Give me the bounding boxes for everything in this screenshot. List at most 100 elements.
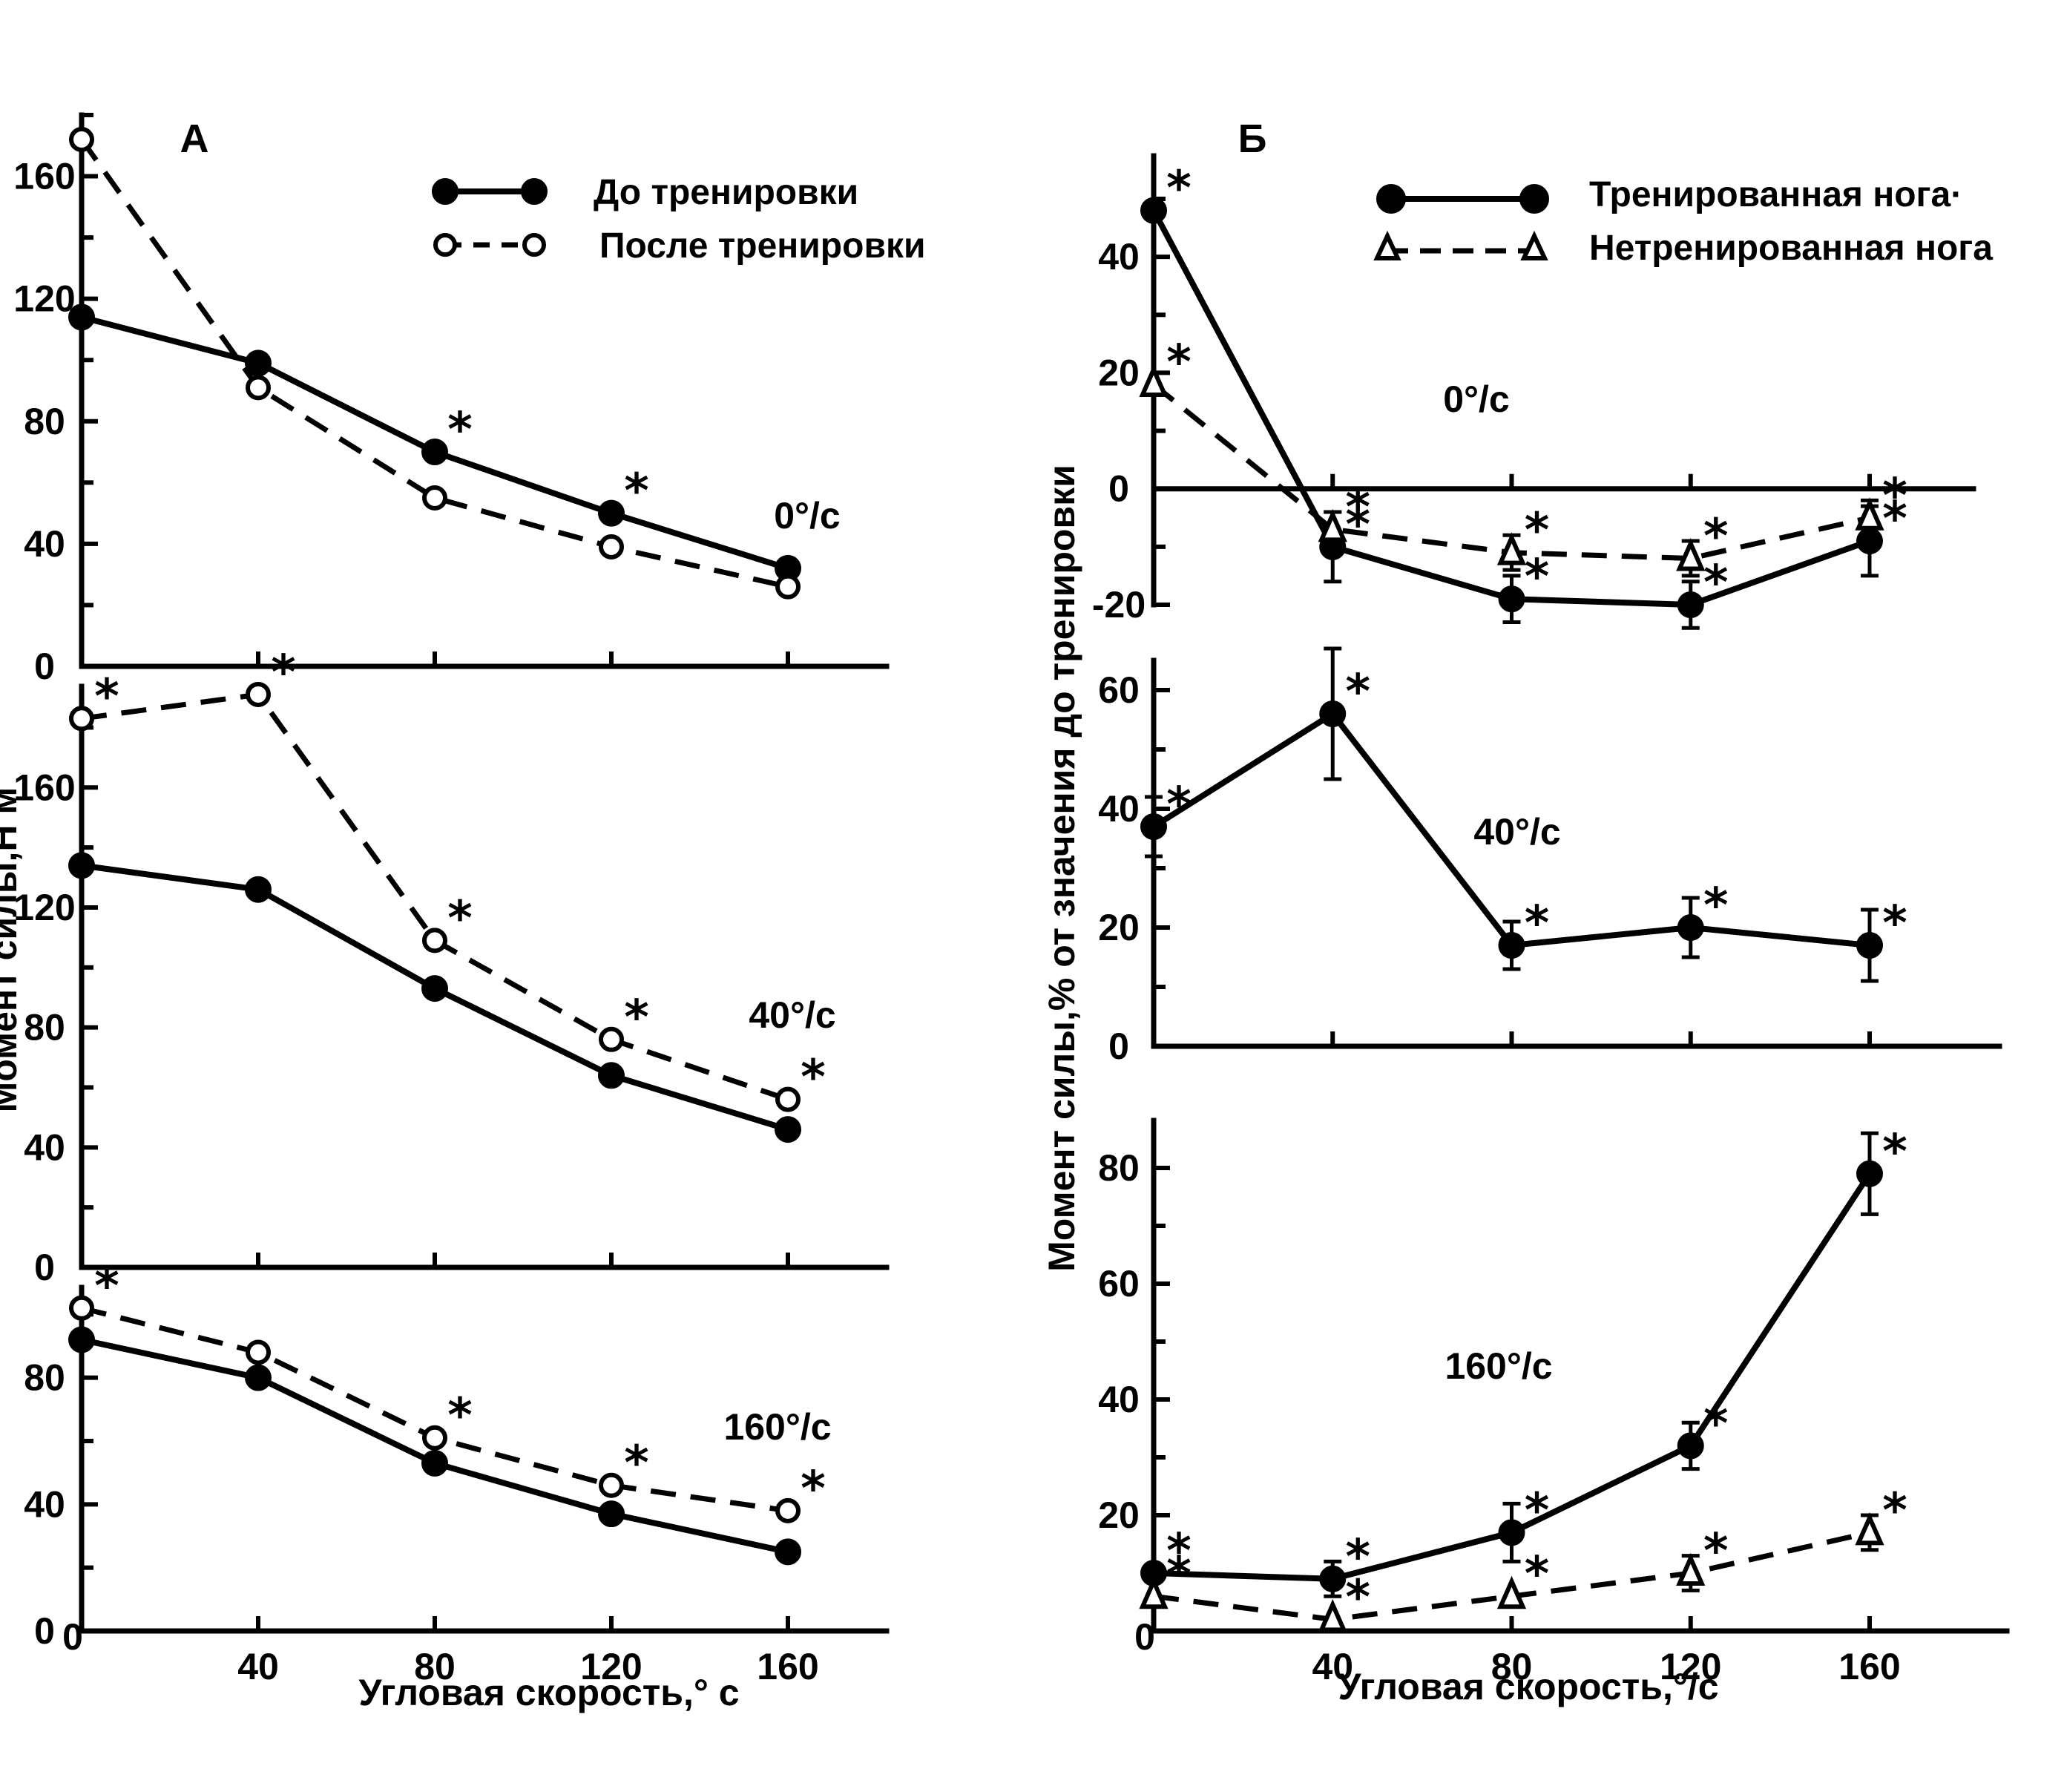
- data-point: [1677, 1432, 1704, 1460]
- data-point: [1498, 932, 1525, 959]
- data-point: [1139, 364, 1169, 398]
- data-point: [1856, 1160, 1883, 1187]
- speed-label: 0°/с: [774, 495, 841, 536]
- data-point: [246, 1339, 271, 1365]
- data-point: [421, 1449, 448, 1477]
- significance-star: *: [1346, 1570, 1370, 1625]
- data-point: [599, 1472, 624, 1498]
- data-point: [775, 1497, 801, 1523]
- y-tick-label: 0: [62, 1616, 83, 1658]
- data-point: [775, 1116, 801, 1143]
- chart-panel: 0 20 40 60 * * * * * 40°/с: [1098, 646, 2002, 1067]
- significance-star: *: [1166, 778, 1191, 833]
- data-point: [69, 1295, 94, 1321]
- y-tick-label: 60: [1098, 1263, 1140, 1304]
- panel-b-ylabel: Момент силы,% от значения до тренировки: [1041, 465, 1082, 1272]
- data-point: [598, 499, 625, 527]
- y-tick-label: 160: [13, 767, 75, 808]
- y-tick-label: 120: [13, 278, 75, 320]
- data-point: [245, 349, 272, 377]
- legend-a-marker-after: [433, 233, 457, 257]
- x-tick-label: 40: [1312, 1646, 1353, 1687]
- chart-panel: 0 40 80 40 80 120 160 0 Угловая скорость,° с * * * *…: [24, 1259, 890, 1713]
- data-point: [68, 1326, 95, 1353]
- legend-b-marker-trained: [1376, 184, 1406, 214]
- y-tick-label: 80: [24, 401, 65, 442]
- legend-a-label-before: До тренировки: [594, 173, 858, 212]
- significance-star: *: [1166, 335, 1191, 390]
- significance-star: *: [447, 403, 472, 458]
- significance-star: *: [1882, 469, 1907, 524]
- data-point: [245, 1364, 272, 1391]
- significance-star: *: [1525, 504, 1549, 559]
- data-point: [1856, 932, 1883, 959]
- significance-star: *: [1703, 509, 1728, 564]
- significance-star: *: [1525, 550, 1549, 605]
- data-point: [1319, 700, 1347, 727]
- data-point: [1498, 585, 1525, 613]
- x-tick-label: 120: [1660, 1646, 1721, 1687]
- data-point: [422, 1425, 447, 1451]
- significance-star: *: [624, 1437, 648, 1491]
- legends: До тренировки После тренировки Тренирова…: [432, 173, 1993, 268]
- significance-star: *: [1166, 1547, 1191, 1602]
- significance-star: *: [1166, 1524, 1191, 1579]
- data-point: [1140, 813, 1167, 840]
- y-tick-label: 80: [1098, 1147, 1140, 1189]
- y-tick-label: 40: [24, 1483, 65, 1525]
- data-point: [245, 876, 272, 903]
- data-point: [775, 1538, 801, 1566]
- significance-star: *: [1703, 1524, 1728, 1579]
- series-line: [79, 137, 789, 590]
- y-tick-label: 80: [24, 1357, 65, 1399]
- y-tick-label: 40: [1098, 788, 1140, 830]
- y-tick-label: 80: [24, 1007, 65, 1048]
- significance-star: *: [1882, 896, 1907, 951]
- significance-star: *: [1525, 896, 1549, 951]
- significance-star: *: [1346, 498, 1370, 553]
- significance-star: *: [94, 1259, 119, 1314]
- data-point: [246, 375, 271, 401]
- panel-letter: Б: [1238, 116, 1267, 161]
- y-tick-label: -20: [1092, 584, 1146, 626]
- y-tick-label: 20: [1098, 1494, 1140, 1536]
- data-point: [421, 975, 448, 1002]
- legend-a-marker-after: [522, 233, 546, 257]
- x-tick-label: 120: [580, 1646, 642, 1687]
- series-line: [81, 1305, 789, 1514]
- data-point: [598, 1500, 625, 1528]
- significance-star: *: [624, 991, 648, 1046]
- significance-star: *: [801, 1462, 825, 1517]
- y-tick-label: 0: [1134, 1616, 1155, 1658]
- x-tick-label: 160: [757, 1646, 818, 1687]
- y-tick-label: 40: [1098, 236, 1140, 278]
- data-point: [1676, 1552, 1706, 1586]
- significance-star: *: [1882, 1125, 1907, 1180]
- y-tick-label: 0: [34, 1247, 55, 1288]
- legend-b-label-untrained: Нетренированная нога: [1589, 229, 1993, 268]
- significance-star: *: [447, 1389, 472, 1444]
- y-tick-label: 40: [1098, 1379, 1140, 1420]
- data-point: [68, 852, 95, 879]
- significance-star: *: [94, 669, 119, 724]
- significance-star: *: [1525, 1547, 1549, 1602]
- data-point: [1496, 1575, 1527, 1609]
- data-point: [1318, 1598, 1347, 1632]
- data-point: [69, 706, 94, 732]
- significance-star: *: [1882, 1483, 1907, 1538]
- data-point: [1677, 591, 1704, 618]
- y-tick-label: 0: [1108, 1025, 1129, 1067]
- y-tick-label: 20: [1098, 907, 1140, 948]
- significance-star: *: [1346, 1530, 1370, 1585]
- data-point: [1140, 197, 1167, 224]
- y-tick-label: 120: [13, 887, 75, 928]
- legend-a-label-after: После тренировки: [599, 226, 925, 266]
- significance-star: *: [447, 891, 472, 946]
- significance-star: *: [1346, 480, 1370, 535]
- data-point: [1677, 914, 1704, 941]
- legend-b-marker-untrained: [1520, 230, 1548, 260]
- speed-label: 160°/с: [1445, 1345, 1552, 1387]
